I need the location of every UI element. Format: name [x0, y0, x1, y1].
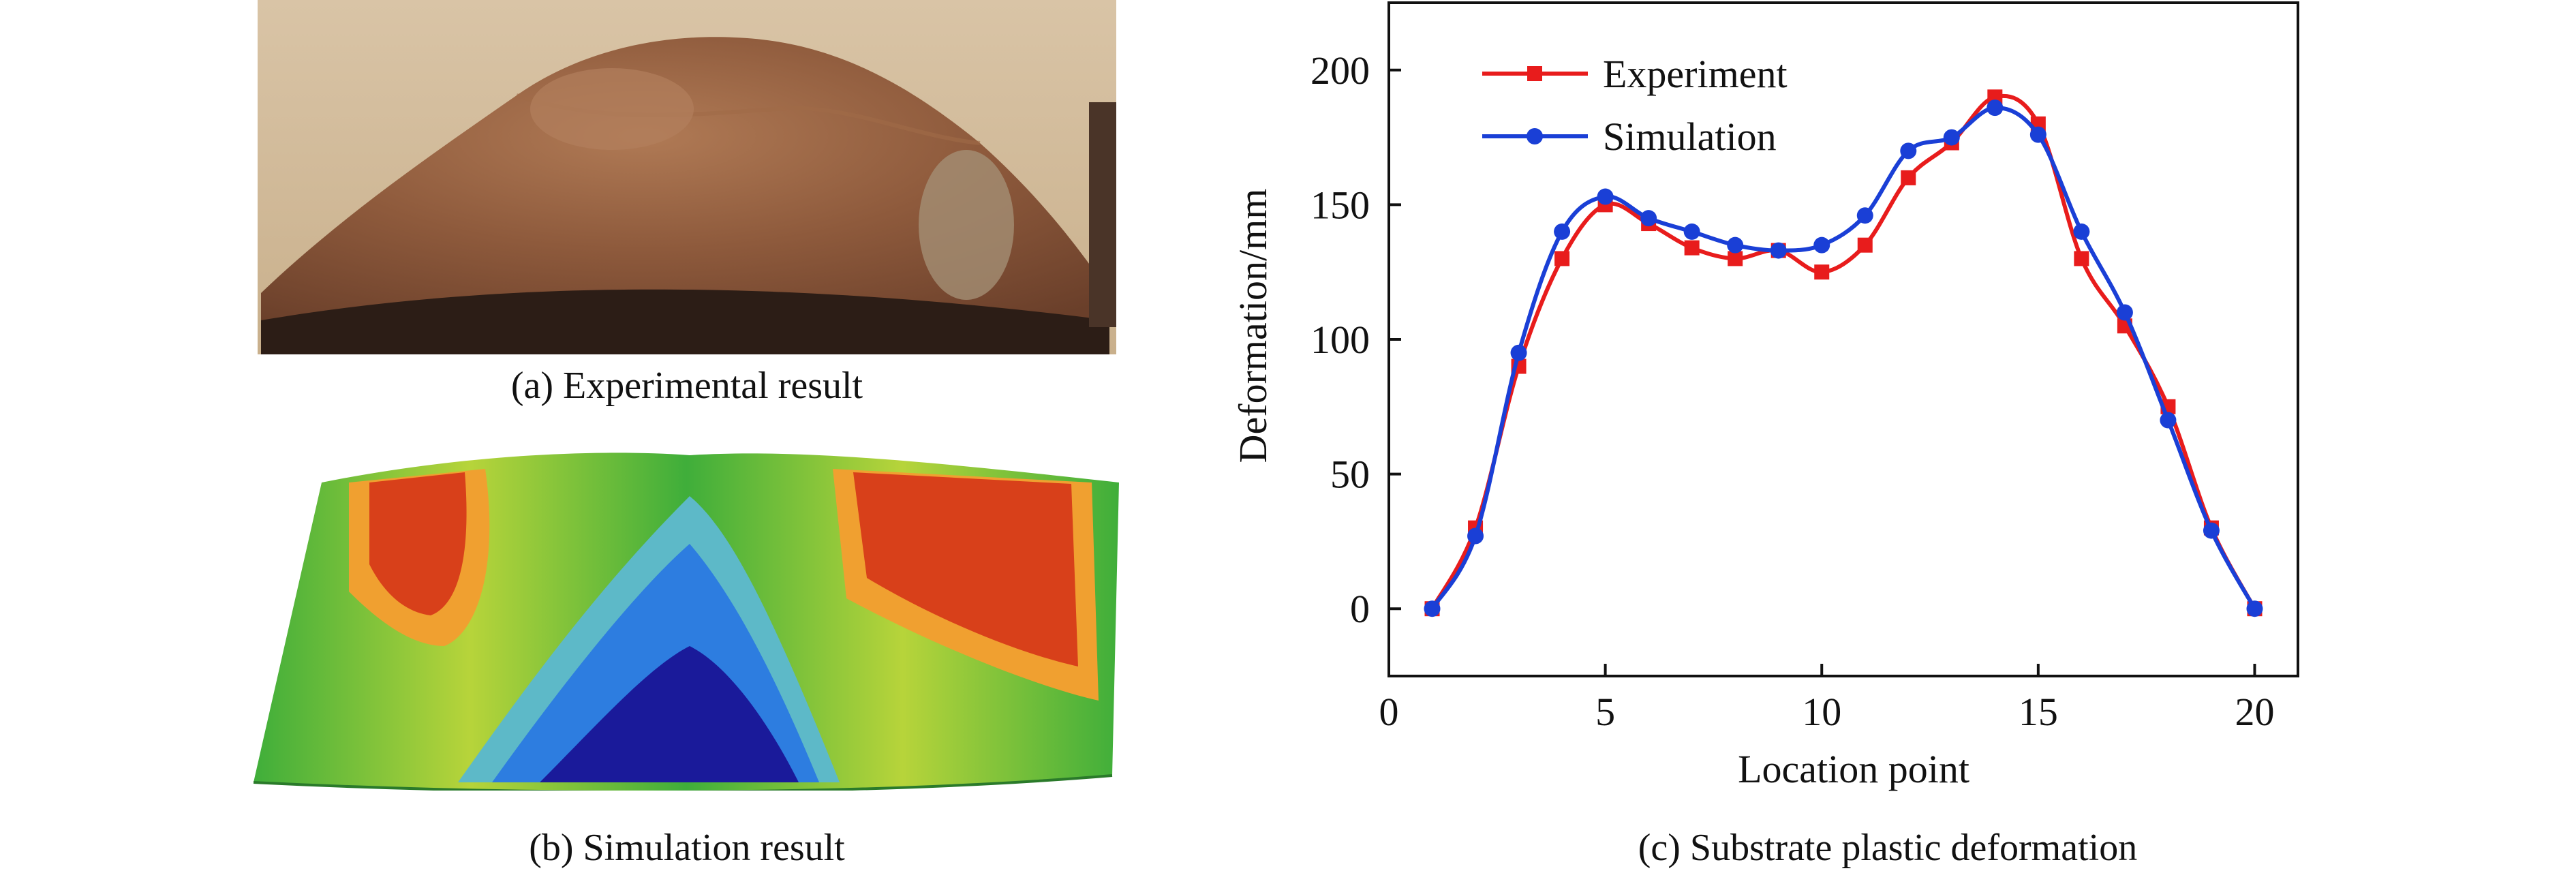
data-point-simulation [1424, 600, 1441, 617]
data-point-experiment [1554, 251, 1570, 266]
y-tick-label: 0 [1350, 587, 1370, 631]
caption-simulation: (b) Simulation result [529, 827, 845, 869]
x-tick-label: 10 [1802, 690, 1841, 734]
series-line-experiment [1430, 93, 2257, 610]
data-point-experiment [1814, 264, 1830, 280]
data-point-experiment [1901, 170, 1916, 185]
data-point-experiment [1728, 251, 1743, 266]
x-tick-label: 5 [1595, 690, 1615, 734]
caption-deformation: (c) Substrate plastic deformation [1638, 827, 2138, 869]
plot-frame [1387, 1, 2299, 677]
legend-label-experiment: Experiment [1603, 52, 1788, 96]
legend-marker-simulation [1527, 128, 1543, 144]
data-point-simulation [2073, 223, 2090, 240]
data-point-simulation [1987, 99, 2004, 117]
y-tick-label: 50 [1330, 453, 1370, 497]
data-point-simulation [1467, 527, 1484, 545]
data-point-simulation [1597, 188, 1614, 205]
series-line-simulation [1430, 106, 2257, 610]
data-point-simulation [1943, 129, 1960, 146]
x-axis-label: Location point [1738, 747, 1969, 791]
data-point-simulation [2160, 412, 2177, 429]
data-point-simulation [1510, 344, 1527, 361]
caption-experimental: (a) Experimental result [510, 365, 863, 407]
data-point-simulation [1813, 236, 1830, 254]
data-point-simulation [2116, 304, 2133, 321]
data-point-simulation [1900, 142, 1917, 159]
data-point-experiment [2074, 251, 2089, 266]
legend-marker-experiment [1527, 66, 1542, 81]
x-tick-label: 0 [1379, 690, 1399, 734]
simulation-surface [253, 442, 1120, 793]
data-point-simulation [2029, 126, 2046, 143]
experimental-photo [258, 0, 1116, 354]
y-tick-label: 150 [1310, 183, 1370, 227]
y-tick-label: 100 [1310, 318, 1370, 362]
legend-label-simulation: Simulation [1603, 114, 1777, 159]
x-tick-label: 15 [2019, 690, 2058, 734]
data-point-experiment [1857, 237, 1873, 253]
data-point-simulation [1727, 236, 1744, 254]
y-tick-label: 200 [1310, 48, 1370, 93]
data-point-simulation [1770, 242, 1787, 259]
data-point-experiment [1684, 240, 1700, 256]
x-tick-label: 20 [2235, 690, 2274, 734]
data-point-simulation [2203, 522, 2220, 539]
data-point-simulation [2246, 600, 2263, 617]
data-point-simulation [1683, 223, 1700, 240]
y-axis-label: Deformation/mm [1231, 189, 1275, 463]
data-point-simulation [1640, 210, 1657, 227]
data-point-simulation [1554, 223, 1571, 240]
data-point-simulation [1856, 207, 1873, 224]
